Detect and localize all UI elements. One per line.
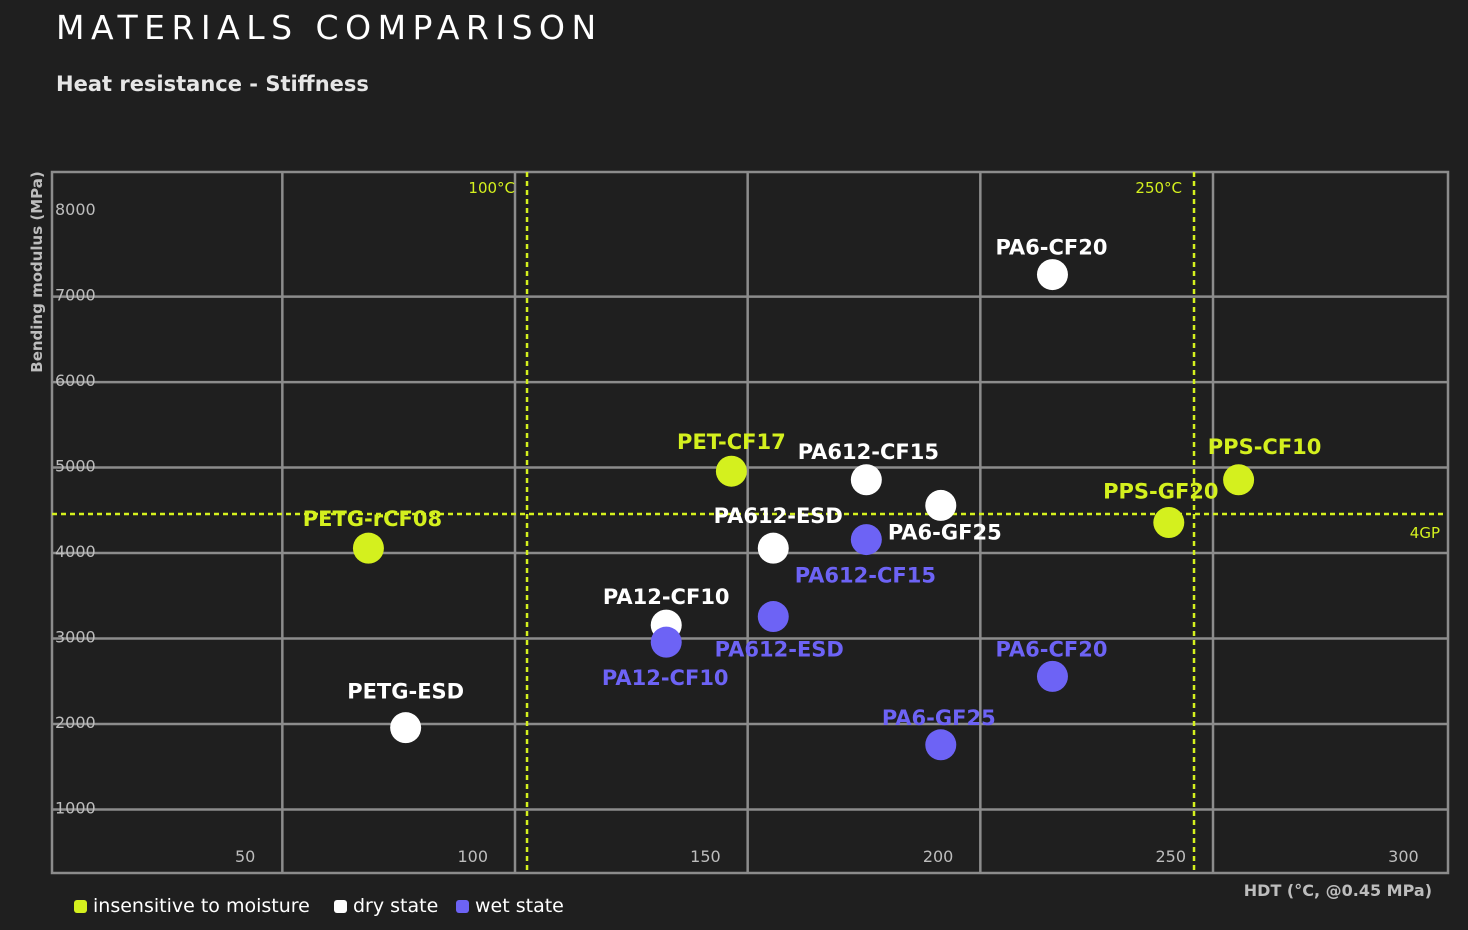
legend-label-dry: dry state [353,895,439,917]
data-point [757,532,789,564]
x-tick-label: 150 [690,847,721,866]
reference-lines: 100°C 250°C 4GP [52,172,1444,873]
data-point [757,601,789,633]
x-tick-label: 200 [923,847,954,866]
chart-title: MATERIALS COMPARISON [56,8,603,47]
data-label: PA612-ESD [715,638,844,662]
legend-swatch-wet [456,899,469,913]
data-point [390,712,422,744]
y-tick-label: 4000 [55,542,96,561]
x-axis-label: HDT (°C, @0.45 MPa) [1244,881,1432,900]
x-tick-label: 300 [1388,847,1419,866]
data-point [925,729,957,761]
data-label: PA612-ESD [714,504,843,528]
data-label: PA12-CF10 [602,666,729,690]
data-point [352,532,384,564]
ref-label-x: 250°C [1135,179,1182,197]
ref-label-x: 100°C [468,179,515,197]
x-tick-label: 50 [235,847,255,866]
y-tick-label: 1000 [55,799,96,818]
y-tick-label: 2000 [55,713,96,732]
legend-swatch-dry [334,899,347,913]
chart-subtitle: Heat resistance - Stiffness [56,72,369,96]
data-point [850,524,882,556]
y-tick-label: 5000 [55,457,96,476]
data-label: PA612-CF15 [795,564,936,588]
y-tick-label: 7000 [55,286,96,305]
grid-lines [50,170,1450,875]
legend-item-wet: wet state [456,895,564,917]
legend-label-wet: wet state [475,895,564,917]
data-label: PETG-rCF08 [303,507,442,531]
y-tick-label: 8000 [55,200,96,219]
data-label: PA6-GF25 [882,706,996,730]
data-point [925,489,957,521]
data-point [850,464,882,496]
data-label: PPS-CF10 [1208,435,1322,459]
data-points [352,259,1255,761]
legend-item-dry: dry state [334,895,438,917]
legend-label-insensitive: insensitive to moisture [93,895,310,917]
data-label: PPS-GF20 [1103,480,1218,504]
data-point [1036,259,1068,291]
data-label: PA6-CF20 [995,637,1107,661]
data-point [715,455,747,487]
x-tick-label: 250 [1155,847,1186,866]
tick-labels: 1000 2000 3000 4000 5000 6000 7000 8000 50 100 150… [55,200,1419,866]
data-label: PA12-CF10 [603,585,730,609]
y-axis-label: Bending modulus (MPa) [28,171,46,372]
data-labels: PETG-rCF08 PET-CF17 PPS-GF20 PPS-CF10 PETG-E… [303,236,1322,730]
legend-swatch-insensitive [74,899,87,913]
data-label: PET-CF17 [677,430,786,454]
ref-label-y: 4GP [1410,524,1440,542]
legend-item-insensitive: insensitive to moisture [74,895,310,917]
data-point [1036,660,1068,692]
x-tick-label: 100 [457,847,488,866]
data-point [650,626,682,658]
data-label: PETG-ESD [347,680,464,704]
plot-frame [50,170,1450,875]
y-tick-label: 3000 [55,628,96,647]
y-tick-label: 6000 [55,371,96,390]
data-point [1153,507,1185,538]
data-label: PA6-CF20 [995,236,1107,260]
data-label: PA6-GF25 [888,520,1002,544]
data-point [1223,464,1255,496]
data-label: PA612-CF15 [798,440,939,464]
